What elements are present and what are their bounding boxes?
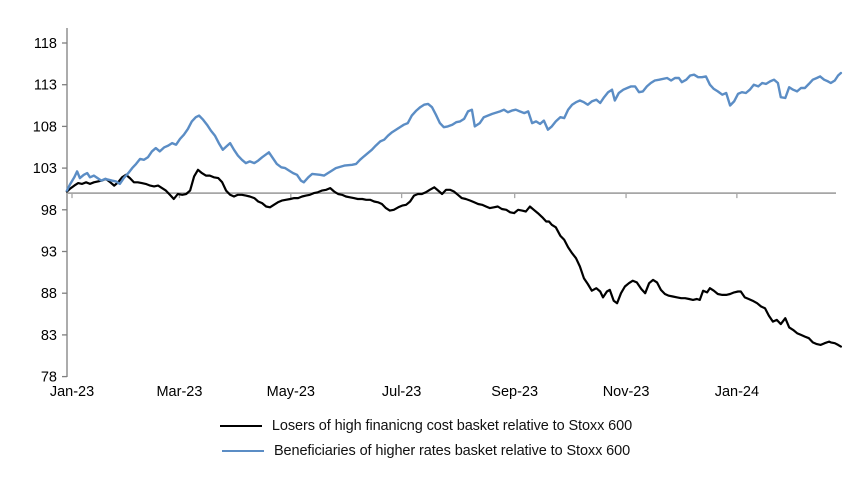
x-tick-label: Sep-23 — [491, 384, 538, 400]
y-tick-label: 98 — [41, 203, 57, 219]
x-tick-label: Mar-23 — [156, 384, 202, 400]
x-tick-label: Jan-23 — [50, 384, 94, 400]
legend: Losers of high finanicng cost basket rel… — [0, 408, 852, 459]
x-tick-label: Jan-24 — [715, 384, 759, 400]
beneficiaries-legend-label: Beneficiaries of higher rates basket rel… — [273, 443, 631, 459]
losers-series-line — [65, 168, 843, 348]
y-tick-label: 108 — [33, 119, 57, 135]
y-tick-label: 118 — [34, 36, 57, 52]
losers-legend-label: Losers of high finanicng cost basket rel… — [271, 418, 633, 434]
losers-line-swatch — [219, 425, 262, 427]
y-tick-label: 113 — [34, 78, 57, 94]
x-tick-label: May-23 — [267, 384, 315, 400]
y-tick-label: 78 — [41, 370, 57, 386]
beneficiaries-line-swatch — [221, 450, 264, 452]
beneficiaries-series-line — [65, 71, 843, 192]
x-tick-label: Nov-23 — [603, 384, 650, 400]
y-tick-label: 88 — [41, 286, 57, 302]
legend-item-beneficiaries: Beneficiaries of higher rates basket rel… — [221, 443, 631, 459]
y-tick-label: 93 — [41, 245, 57, 261]
x-tick-label: Jul-23 — [382, 384, 422, 400]
y-tick-label: 103 — [33, 161, 57, 177]
y-tick-label: 83 — [41, 328, 57, 344]
legend-item-losers: Losers of high finanicng cost basket rel… — [219, 418, 633, 434]
